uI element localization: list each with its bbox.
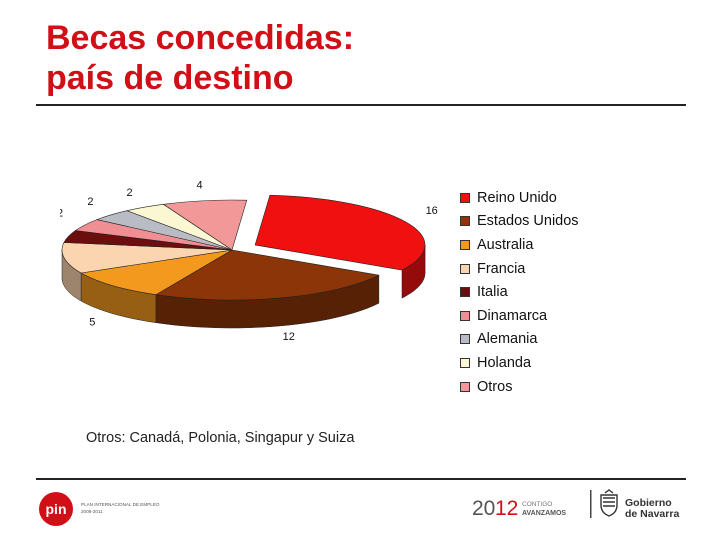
pin-logo-text-2: 2008-2011: [81, 509, 103, 514]
legend-swatch: [460, 216, 470, 227]
legend-item: Holanda: [460, 351, 579, 375]
footer-right-logos: 20 12 CONTIGO AVANZAMOS Gobierno de Nava…: [472, 489, 679, 520]
slice-data-label: 12: [283, 331, 295, 343]
legend-swatch: [460, 263, 470, 274]
footer-separator: [590, 490, 592, 518]
legend-swatch: [460, 192, 470, 203]
pie-slice: [162, 199, 248, 251]
legend-item: Dinamarca: [460, 304, 579, 328]
pin-logo-text-1: PLAN INTERNACIONAL DE EMPLEO: [81, 502, 160, 507]
chart-note: Otros: Canadá, Polonia, Singapur y Suiza: [86, 430, 355, 446]
legend-item: Italia: [460, 280, 579, 304]
slice-data-label: 16: [426, 205, 438, 217]
footer-divider: [36, 478, 686, 480]
legend-label: Dinamarca: [477, 307, 548, 324]
title-line-1: Becas concedidas:: [46, 19, 355, 57]
legend-item: Francia: [460, 257, 579, 281]
tagline-1: CONTIGO: [522, 501, 552, 508]
legend-label: Holanda: [477, 354, 532, 371]
legend-label: Alemania: [477, 331, 538, 348]
pin-logo: pin PLAN INTERNACIONAL DE EMPLEO 2008-20…: [39, 492, 160, 526]
pie-slice: [80, 249, 233, 296]
legend-swatch: [460, 381, 470, 392]
page-title: Becas concedidas: país de destino: [46, 18, 354, 98]
legend-swatch: [460, 287, 470, 298]
slice-data-label: 2: [60, 208, 63, 220]
government-line-2: de Navarra: [625, 508, 679, 520]
year-part-2: 12: [495, 497, 518, 520]
tagline-2: AVANZAMOS: [522, 510, 566, 517]
legend-swatch: [460, 310, 470, 321]
pie-slice: [155, 249, 380, 301]
pin-logo-mark: pin: [46, 501, 67, 517]
legend-item: Alemania: [460, 328, 579, 352]
legend-item: Otros: [460, 375, 579, 399]
legend-label: Australia: [477, 236, 534, 253]
legend-label: Italia: [477, 284, 508, 301]
legend-label: Francia: [477, 260, 526, 277]
government-line-1: Gobierno: [625, 497, 672, 509]
year-part-1: 20: [472, 497, 495, 520]
navarra-shield-icon: [600, 489, 618, 517]
slice-data-label: 4: [196, 179, 202, 191]
legend-item: Australia: [460, 233, 579, 257]
legend-item: Reino Unido: [460, 186, 579, 210]
chart-legend: Reino Unido Estados Unidos Australia Franci…: [460, 186, 579, 398]
legend-item: Estados Unidos: [460, 210, 579, 234]
legend-swatch: [460, 357, 470, 368]
legend-label: Otros: [477, 378, 513, 395]
legend-label: Reino Unido: [477, 189, 557, 206]
pie-slice: [61, 242, 233, 274]
pin-logo-circle: [39, 492, 73, 526]
legend-label: Estados Unidos: [477, 213, 579, 230]
title-line-2: país de destino: [46, 59, 294, 97]
slice-data-label: 5: [89, 317, 95, 329]
pie-slice: [254, 194, 426, 271]
title-divider: [36, 104, 686, 106]
slice-data-label: 2: [127, 187, 133, 199]
pie-chart: 16125522224: [60, 179, 438, 343]
legend-swatch: [460, 239, 470, 250]
slice-data-label: 2: [87, 196, 93, 208]
legend-swatch: [460, 334, 470, 345]
